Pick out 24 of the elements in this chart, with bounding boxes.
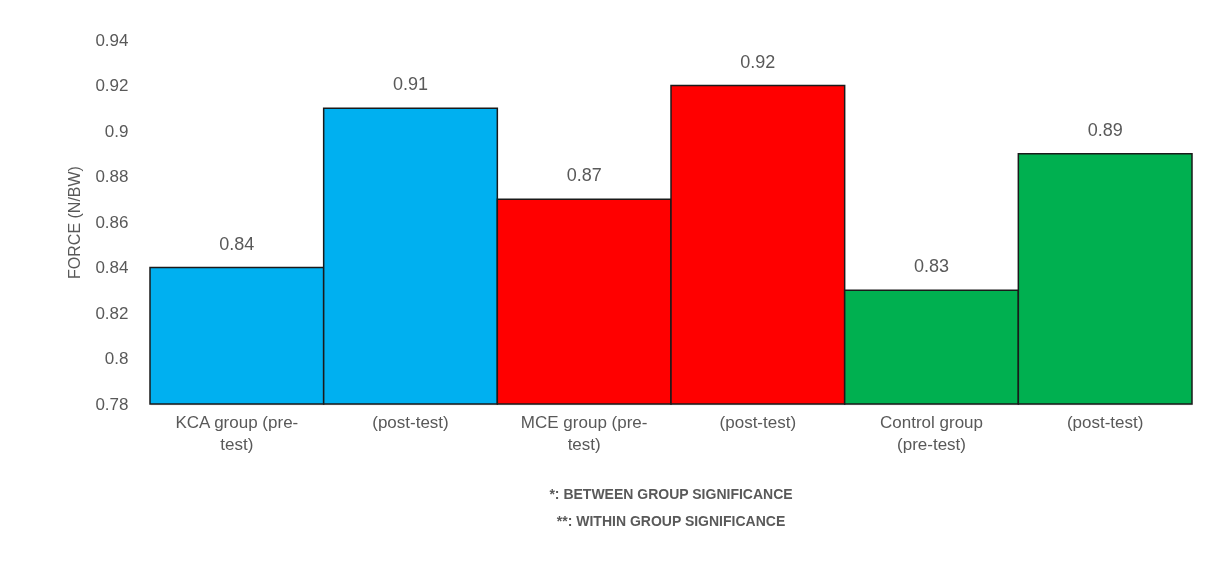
y-tick-label: 0.9 xyxy=(104,121,129,141)
y-tick-label: 0.82 xyxy=(95,303,129,323)
y-tick-label: 0.8 xyxy=(104,349,129,368)
x-tick-label: KCA group (pre-test) xyxy=(175,412,299,454)
y-axis-title: FORCE (N/BW) xyxy=(66,166,84,279)
x-tick-label: MCE group (pre-test) xyxy=(520,412,648,454)
data-label: 0.91 xyxy=(392,74,429,95)
y-tick-label: 0.92 xyxy=(95,76,129,95)
y-tick-label: 0.86 xyxy=(95,212,129,232)
data-label: 0.83 xyxy=(913,256,950,277)
x-tick-label: (post-test) xyxy=(719,412,797,432)
x-tick-label: (post-test) xyxy=(372,412,449,432)
y-tick-label: 0.88 xyxy=(95,167,129,186)
y-tick-label: 0.94 xyxy=(95,30,129,50)
y-tick-label: 0.84 xyxy=(95,258,129,277)
data-label: 0.84 xyxy=(219,233,255,254)
data-label: 0.89 xyxy=(1087,119,1123,140)
text: *: BETWEEN GROUP SIGNIFICANCE xyxy=(549,486,793,502)
y-tick-label: 0.78 xyxy=(95,394,129,414)
x-tick-label: Control group (pre-test) xyxy=(879,412,984,454)
data-label: 0.87 xyxy=(566,165,602,186)
text: **: WITHIN GROUP SIGNIFICANCE xyxy=(556,513,786,529)
x-tick-label: (post-test) xyxy=(1066,412,1144,432)
data-label: 0.92 xyxy=(740,51,776,72)
